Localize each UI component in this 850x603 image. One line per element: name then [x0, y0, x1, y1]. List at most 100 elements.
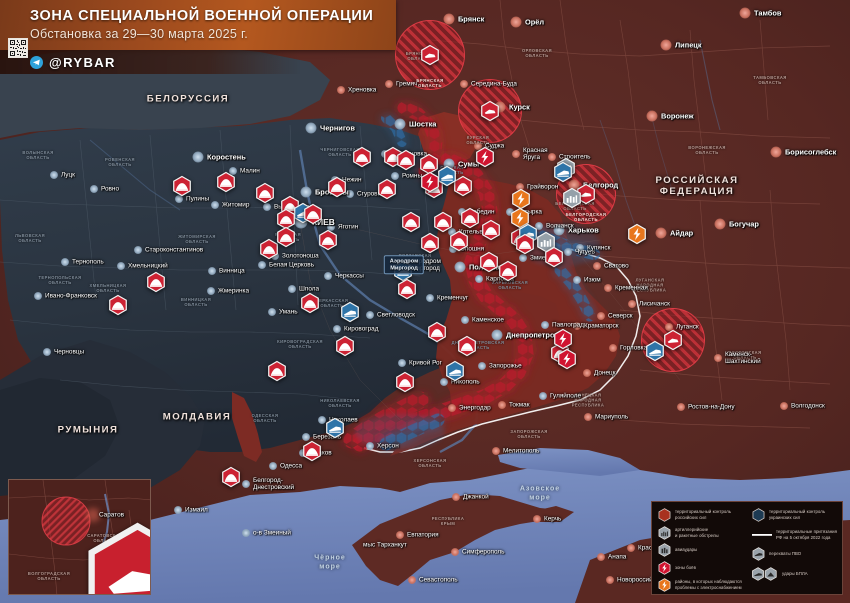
legend-item-label: авиаудары [675, 547, 698, 553]
oblast-label: КИРОВОГРАДСКАЯ ОБЛАСТЬ [277, 339, 323, 349]
legend-column-left: территориальный контроль российских сил а… [658, 508, 748, 592]
marker-intercept[interactable] [326, 417, 345, 439]
oblast-label: ВОРОНЕЖСКАЯ ОБЛАСТЬ [688, 145, 726, 155]
marker-airstrike[interactable] [222, 466, 241, 488]
marker-uav-strike[interactable] [421, 44, 440, 66]
brand-bar[interactable]: @RYBAR [0, 50, 300, 74]
oblast-label: ЛЬВОВСКАЯ ОБЛАСТЬ [14, 233, 46, 243]
power-outage-icon [658, 578, 671, 592]
marker-airstrike[interactable] [397, 149, 416, 171]
oblast-label: ОДЕССКАЯ ОБЛАСТЬ [251, 413, 279, 423]
country-label: РУМЫНИЯ [57, 424, 119, 436]
marker-airstrike[interactable] [398, 278, 417, 300]
hex-fill-icon [658, 508, 671, 522]
marker-intercept[interactable] [438, 165, 457, 187]
marker-combat[interactable] [558, 348, 577, 370]
marker-airstrike[interactable] [277, 226, 296, 248]
marker-airstrike[interactable] [353, 146, 372, 168]
inset-oblast-volgogradskaya: ВОЛГОГРАДСКАЯ ОБЛАСТЬ [27, 571, 71, 581]
marker-airstrike[interactable] [256, 182, 275, 204]
telegram-icon [30, 55, 43, 69]
oblast-label: ВИННИЦКАЯ ОБЛАСТЬ [180, 297, 212, 307]
pvo-intercept-icon [752, 547, 765, 561]
marker-airstrike[interactable] [147, 271, 166, 293]
airfield-label-mirgorod: Аэродром Миргород [383, 255, 425, 275]
oblast-label: ТАМБОВСКАЯ ОБЛАСТЬ [753, 75, 787, 85]
oblast-label: ОРЛОВСКАЯ ОБЛАСТЬ [522, 48, 552, 58]
marker-airstrike[interactable] [428, 321, 447, 343]
oblast-label: РОСТОВСКАЯ ОБЛАСТЬ [728, 350, 762, 360]
uav-zone-label: БЕЛГОРОДСКАЯ ОБЛАСТЬ [565, 211, 607, 222]
legend-item-hex-fill: территориальный контроль украинских сил [752, 508, 837, 522]
country-label: БЕЛОРУССИЯ [146, 93, 230, 105]
marker-airstrike[interactable] [268, 360, 287, 382]
page-title: ЗОНА СПЕЦИАЛЬНОЙ ВОЕННОЙ ОПЕРАЦИИ [30, 8, 374, 25]
page-subtitle: Обстановка за 29—30 марта 2025 г. [30, 26, 249, 41]
marker-airstrike[interactable] [458, 335, 477, 357]
oblast-label: НИКОЛАЕВСКАЯ ОБЛАСТЬ [320, 398, 360, 408]
marker-power[interactable] [512, 188, 531, 210]
marker-airstrike[interactable] [336, 335, 355, 357]
marker-airstrike[interactable] [461, 207, 480, 229]
oblast-label: РОВЕНСКАЯ ОБЛАСТЬ [105, 157, 135, 167]
marker-airstrike[interactable] [396, 371, 415, 393]
marker-airstrike[interactable] [173, 175, 192, 197]
oblast-label: ХАРЬКОВСКАЯ ОБЛАСТЬ [491, 280, 529, 290]
marker-airstrike[interactable] [319, 229, 338, 251]
oblast-label: ТЕРНОПОЛЬСКАЯ ОБЛАСТЬ [38, 275, 82, 285]
oblast-label: ЧЕРКАССКАЯ ОБЛАСТЬ [315, 298, 349, 308]
marker-artillery[interactable] [563, 187, 582, 209]
legend-column-right: территориальный контроль украинских сил т… [752, 508, 837, 589]
oblast-label: ВОЛЫНСКАЯ ОБЛАСТЬ [22, 150, 54, 160]
hex-fill-icon [752, 508, 765, 522]
marker-airstrike[interactable] [421, 232, 440, 254]
uav-zone-label: БРЯНСКАЯ ОБЛАСТЬ [416, 77, 444, 88]
marker-combat[interactable] [421, 171, 440, 193]
marker-airstrike[interactable] [109, 294, 128, 316]
oblast-label: КУРСКАЯ ОБЛАСТЬ [466, 135, 490, 145]
marker-airstrike[interactable] [545, 246, 564, 268]
marker-intercept[interactable] [341, 301, 360, 323]
marker-intercept[interactable] [554, 161, 573, 183]
marker-airstrike[interactable] [328, 176, 347, 198]
marker-airstrike[interactable] [434, 211, 453, 233]
marker-uav-strike[interactable] [481, 100, 500, 122]
legend-item-label: артиллерийские и ракетные обстрелы [675, 526, 719, 538]
marker-intercept[interactable] [646, 340, 665, 362]
legend-item-label: территориальный контроль украинских сил [769, 509, 826, 520]
marker-airstrike[interactable] [301, 292, 320, 314]
marker-airstrike[interactable] [499, 260, 518, 282]
marker-intercept[interactable] [446, 360, 465, 382]
marker-airstrike[interactable] [450, 230, 469, 252]
oblast-label: ЧЕРНИГОВСКАЯ ОБЛАСТЬ [320, 147, 360, 157]
oblast-label: ХМЕЛЬНИЦКАЯ ОБЛАСТЬ [89, 283, 127, 293]
legend-item-label: зоны боёв [675, 564, 696, 570]
marker-airstrike[interactable] [482, 219, 501, 241]
marker-airstrike[interactable] [402, 211, 421, 233]
marker-airstrike[interactable] [516, 233, 535, 255]
oblast-label: РЕСПУБЛИКА КРЫМ [431, 516, 465, 526]
oblast-label: ЖИТОМИРСКАЯ ОБЛАСТЬ [178, 234, 216, 244]
airstrike-icon [658, 543, 671, 557]
legend-item-combat-zone: зоны боёв [658, 560, 748, 575]
marker-airstrike[interactable] [304, 203, 323, 225]
combat-zone-icon [658, 560, 671, 575]
marker-combat[interactable] [554, 328, 573, 350]
inset-oblast-saratovskaya: САРАТОВСКАЯ ОБЛАСТЬ [87, 533, 123, 543]
oblast-label: ЗАПОРОЖСКАЯ ОБЛАСТЬ [510, 429, 548, 439]
marker-uav-strike[interactable] [664, 329, 683, 351]
artillery-icon [658, 525, 671, 540]
legend-item-pvo-intercept: перехваты ПВО [752, 547, 837, 561]
marker-airstrike[interactable] [303, 440, 322, 462]
marker-airstrike[interactable] [480, 251, 499, 273]
marker-airstrike[interactable] [378, 178, 397, 200]
marker-power[interactable] [628, 223, 647, 245]
marker-airstrike[interactable] [217, 171, 236, 193]
legend-item-label: районы, в которых наблюдаются проблемы с… [675, 579, 742, 590]
map-legend: территориальный контроль российских сил а… [651, 501, 843, 595]
legend-item-claim-line: территориальные притязания РФ на 5 октяб… [752, 528, 837, 542]
marker-combat[interactable] [476, 146, 495, 168]
oblast-label: ЛУГАНСКАЯ НАРОДНАЯ РЕСПУБЛИКА [633, 277, 667, 293]
sea-label: Чёрное море [314, 554, 346, 570]
